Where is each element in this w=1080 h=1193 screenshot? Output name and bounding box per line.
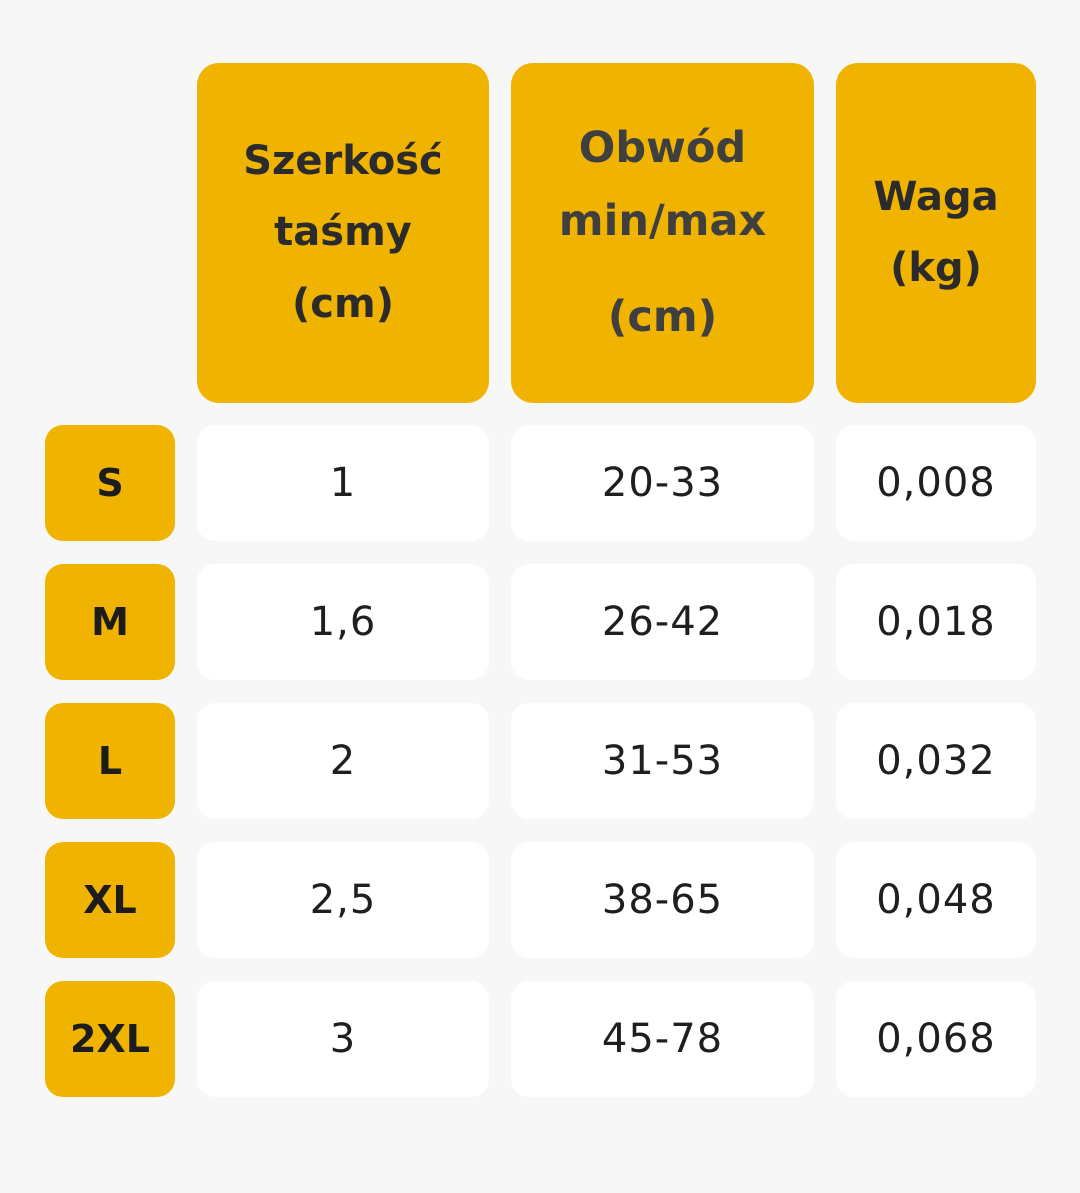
table-cell-width: 2,5	[197, 842, 489, 958]
table-cell-weight: 0,032	[836, 703, 1036, 819]
table-cell-circumference: 26-42	[511, 564, 814, 680]
header-circumference: Obwód min/max (cm)	[511, 63, 814, 403]
header-circumference-line-3: (cm)	[607, 292, 718, 343]
table-cell-width: 1,6	[197, 564, 489, 680]
table-cell-circumference: 20-33	[511, 425, 814, 541]
header-weight: Waga (kg)	[836, 63, 1036, 403]
header-circumference-line-2: min/max	[558, 195, 767, 246]
table-cell-weight: 0,068	[836, 981, 1036, 1097]
header-width: Szerkość taśmy (cm)	[197, 63, 489, 403]
table-cell-width: 3	[197, 981, 489, 1097]
header-width-line-1: Szerkość	[243, 138, 443, 185]
header-width-line-2: taśmy	[274, 209, 412, 256]
header-width-line-3: (cm)	[292, 280, 394, 327]
size-label-l: L	[45, 703, 175, 819]
table-cell-width: 2	[197, 703, 489, 819]
table-cell-circumference: 38-65	[511, 842, 814, 958]
size-label-s: S	[45, 425, 175, 541]
table-cell-width: 1	[197, 425, 489, 541]
header-weight-line-1: Waga	[873, 173, 999, 220]
table-cell-weight: 0,008	[836, 425, 1036, 541]
table-cell-weight: 0,018	[836, 564, 1036, 680]
header-weight-line-2: (kg)	[890, 245, 982, 291]
size-label-m: M	[45, 564, 175, 680]
size-label-2xl: 2XL	[45, 981, 175, 1097]
table-cell-weight: 0,048	[836, 842, 1036, 958]
table-cell-circumference: 45-78	[511, 981, 814, 1097]
table-cell-circumference: 31-53	[511, 703, 814, 819]
header-circumference-line-1: Obwód	[578, 122, 747, 173]
size-label-xl: XL	[45, 842, 175, 958]
